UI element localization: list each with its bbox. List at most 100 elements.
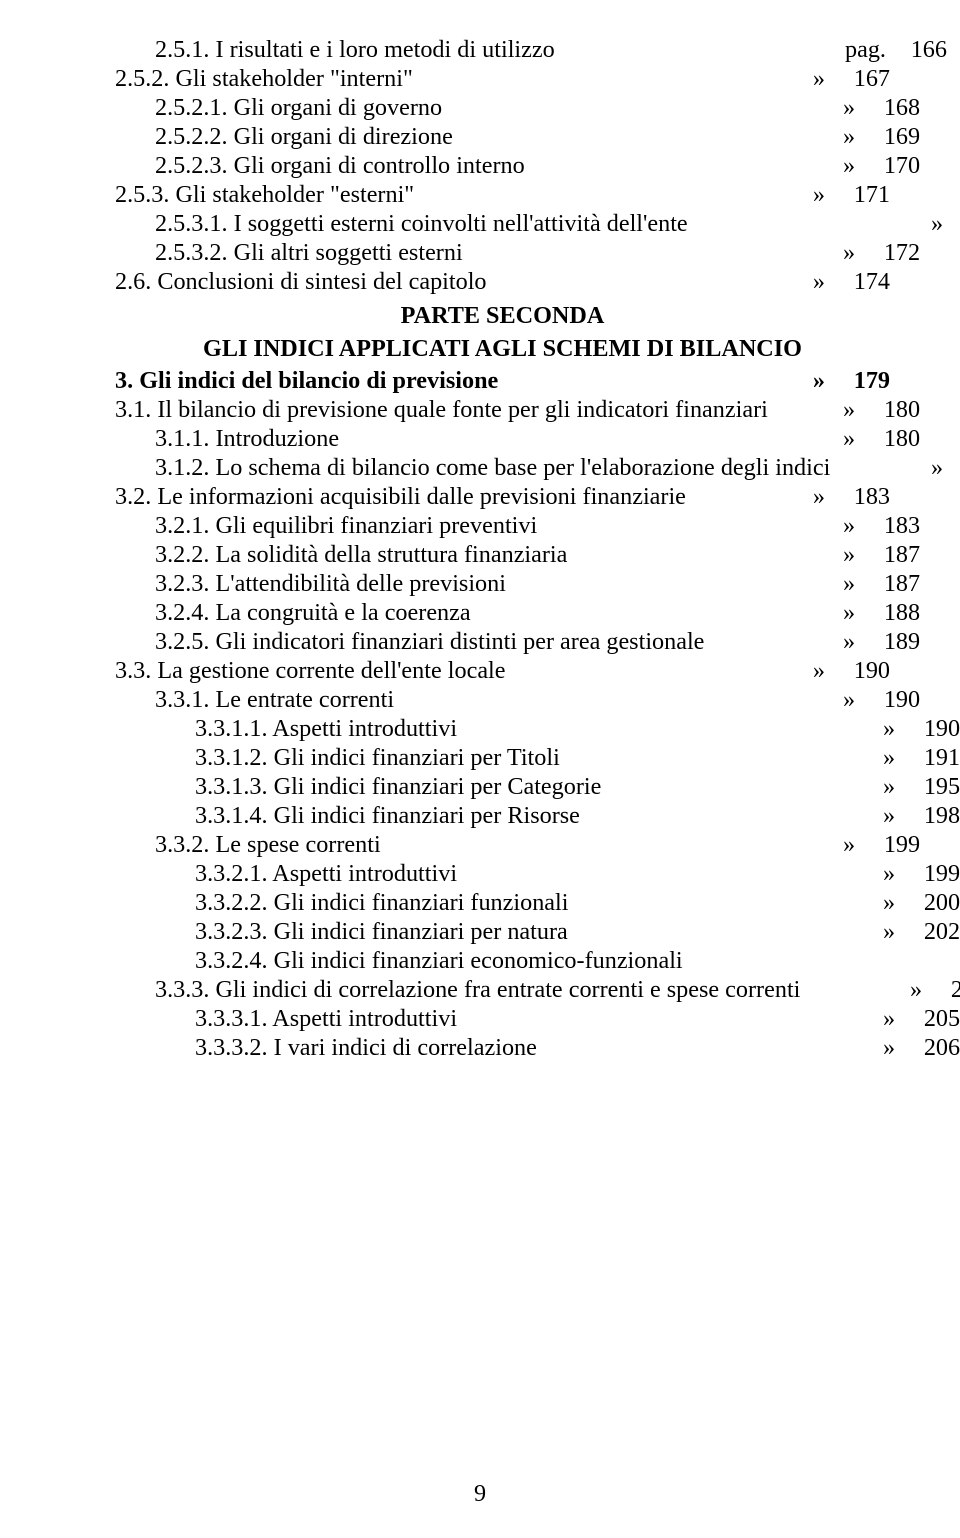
toc-entry-separator: » <box>923 210 953 239</box>
toc-entry: 3.3.2.2. Gli indici finanziari funzional… <box>115 889 890 918</box>
toc-entry: 2.5.2.3. Gli organi di controllo interno… <box>115 152 890 181</box>
toc-entry-label: 3.3.1.3. Gli indici finanziari per Categ… <box>115 773 875 802</box>
toc-entry: 3.2.1. Gli equilibri finanziari preventi… <box>115 512 890 541</box>
toc-entry-page: 190 <box>905 715 960 744</box>
toc-entry-page: 199 <box>865 831 920 860</box>
toc-container: 2.5.1. I risultati e i loro metodi di ut… <box>115 36 890 1063</box>
toc-entry-label: 2.5.2.1. Gli organi di governo <box>115 94 835 123</box>
toc-entry: 2.5.3.2. Gli altri soggetti esterni»172 <box>115 239 890 268</box>
toc-entry-page: 188 <box>865 599 920 628</box>
toc-entry-label: 2.5.3.2. Gli altri soggetti esterni <box>115 239 835 268</box>
toc-entry-label: 3.2.2. La solidità della struttura finan… <box>115 541 835 570</box>
toc-entry: 3.2.3. L'attendibilità delle previsioni»… <box>115 570 890 599</box>
toc-entry-separator: » <box>835 239 865 268</box>
toc-entry-page: 180 <box>865 425 920 454</box>
toc-entry-separator: » <box>835 599 865 628</box>
toc-entry: 3.3.2.3. Gli indici finanziari per natur… <box>115 918 890 947</box>
toc-entry-separator: » <box>875 802 905 831</box>
toc-entry-page: 206 <box>905 1034 960 1063</box>
toc-entry: 3.1.1. Introduzione»180 <box>115 425 890 454</box>
toc-entry-label: 3.2. Le informazioni acquisibili dalle p… <box>115 483 795 512</box>
part-heading-line-1: PARTE SECONDA <box>115 302 890 331</box>
toc-entry-page: 202 <box>905 918 960 947</box>
toc-entry-label: 3.3. La gestione corrente dell'ente loca… <box>115 657 795 686</box>
toc-entry-page: 189 <box>865 628 920 657</box>
toc-entry-page: 180 <box>865 396 920 425</box>
toc-entry-separator: » <box>875 1005 905 1034</box>
toc-entry-page: 205 <box>932 976 960 1005</box>
toc-entry: 2.5.2. Gli stakeholder "interni"»167 <box>115 65 890 94</box>
toc-entry-separator: » <box>875 889 905 918</box>
toc-entry-page: 170 <box>865 152 920 181</box>
toc-entry-separator: » <box>805 367 835 396</box>
toc-entry-page: 183 <box>865 512 920 541</box>
toc-entry-page: 174 <box>835 268 890 297</box>
page-footer-number: 9 <box>0 1480 960 1508</box>
toc-entry: 3.3.3.2. I vari indici di correlazione»2… <box>115 1034 890 1063</box>
toc-entry-label: 2.5.2.3. Gli organi di controllo interno <box>115 152 835 181</box>
toc-entry-page: 198 <box>905 802 960 831</box>
toc-entry-label: 3.1.1. Introduzione <box>115 425 835 454</box>
toc-entry: 2.5.1. I risultati e i loro metodi di ut… <box>115 36 890 65</box>
toc-entry-label: 3.3.3. Gli indici di correlazione fra en… <box>115 976 902 1005</box>
toc-entry-label: 3.2.1. Gli equilibri finanziari preventi… <box>115 512 835 541</box>
toc-entry-page: 166 <box>892 36 947 65</box>
toc-entry: 3.3.2.1. Aspetti introduttivi»199 <box>115 860 890 889</box>
toc-entry-separator: » <box>835 570 865 599</box>
toc-entry-page: 167 <box>835 65 890 94</box>
toc-entry: 3.3.2. Le spese correnti»199 <box>115 831 890 860</box>
part-heading-line-2: GLI INDICI APPLICATI AGLI SCHEMI DI BILA… <box>115 335 890 364</box>
toc-entry-separator: » <box>805 657 835 686</box>
toc-entry: 3.3.1.4. Gli indici finanziari per Risor… <box>115 802 890 831</box>
toc-entry: 2.5.3.1. I soggetti esterni coinvolti ne… <box>115 210 890 239</box>
toc-entry-separator: » <box>875 744 905 773</box>
toc-entry: 2.6. Conclusioni di sintesi del capitolo… <box>115 268 890 297</box>
toc-entry-label: 3.3.2.4. Gli indici finanziari economico… <box>115 947 960 976</box>
toc-entry-page: 200 <box>905 889 960 918</box>
toc-entry-label: 3.3.3.1. Aspetti introduttivi <box>115 1005 875 1034</box>
toc-entry-separator: » <box>875 773 905 802</box>
toc-entry: 3.1.2. Lo schema di bilancio come base p… <box>115 454 890 483</box>
toc-entry: 3.3.1.1. Aspetti introduttivi»190 <box>115 715 890 744</box>
toc-entry-label: 3.3.2.3. Gli indici finanziari per natur… <box>115 918 875 947</box>
toc-entry-label: 3.2.5. Gli indicatori finanziari distint… <box>115 628 835 657</box>
toc-entry-separator: » <box>835 94 865 123</box>
toc-entry-separator: » <box>902 976 932 1005</box>
toc-entry-page: 171 <box>953 210 960 239</box>
toc-entry-page: 168 <box>865 94 920 123</box>
toc-entry-label: 3.3.3.2. I vari indici di correlazione <box>115 1034 875 1063</box>
toc-entry-label: 3.1.2. Lo schema di bilancio come base p… <box>115 454 923 483</box>
toc-entry: 3.2.5. Gli indicatori finanziari distint… <box>115 628 890 657</box>
toc-entry: 3. Gli indici del bilancio di previsione… <box>115 367 890 396</box>
toc-entry-separator: » <box>805 268 835 297</box>
toc-entry-page: 183 <box>835 483 890 512</box>
toc-entry-separator: » <box>875 918 905 947</box>
toc-entry: 3.3.2.4. Gli indici finanziari economico… <box>115 947 890 976</box>
toc-entry-separator: » <box>875 860 905 889</box>
toc-entry: 3.2.4. La congruità e la coerenza»188 <box>115 599 890 628</box>
toc-entry-page: 191 <box>905 744 960 773</box>
toc-entry-separator: pag. <box>835 36 892 65</box>
toc-entry: 3.3.3. Gli indici di correlazione fra en… <box>115 976 890 1005</box>
toc-entry-page: 181 <box>953 454 960 483</box>
toc-entry: 2.5.3. Gli stakeholder "esterni"»171 <box>115 181 890 210</box>
toc-entry-separator: » <box>835 628 865 657</box>
toc-entry-page: 169 <box>865 123 920 152</box>
toc-entry: 2.5.2.2. Gli organi di direzione»169 <box>115 123 890 152</box>
toc-entry-separator: » <box>875 715 905 744</box>
toc-entry-label: 2.5.1. I risultati e i loro metodi di ut… <box>115 36 835 65</box>
toc-entry-label: 2.5.2.2. Gli organi di direzione <box>115 123 835 152</box>
toc-entry-separator: » <box>875 1034 905 1063</box>
toc-entry-label: 2.6. Conclusioni di sintesi del capitolo <box>115 268 795 297</box>
toc-entry: 2.5.2.1. Gli organi di governo»168 <box>115 94 890 123</box>
toc-entry-label: 3.3.1.2. Gli indici finanziari per Titol… <box>115 744 875 773</box>
toc-entry-label: 3.2.4. La congruità e la coerenza <box>115 599 835 628</box>
toc-entry-label: 3.3.2.1. Aspetti introduttivi <box>115 860 875 889</box>
toc-entry-label: 2.5.2. Gli stakeholder "interni" <box>115 65 795 94</box>
toc-entry-page: 205 <box>905 1005 960 1034</box>
toc-entry: 3.2. Le informazioni acquisibili dalle p… <box>115 483 890 512</box>
toc-entry-label: 3.3.1. Le entrate correnti <box>115 686 835 715</box>
toc-entry-label: 3.2.3. L'attendibilità delle previsioni <box>115 570 835 599</box>
toc-entry-label: 3.3.1.1. Aspetti introduttivi <box>115 715 875 744</box>
toc-entry-separator: » <box>835 831 865 860</box>
